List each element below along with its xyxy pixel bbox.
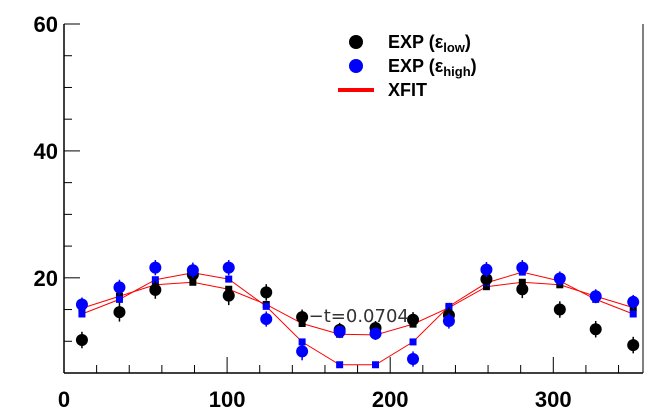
legend-subscript: high xyxy=(443,64,470,79)
data-point xyxy=(627,339,640,352)
fit-point-marker xyxy=(336,361,344,369)
data-points xyxy=(75,260,640,367)
x-tick-label: 200 xyxy=(372,387,409,412)
data-point xyxy=(75,298,88,311)
data-point xyxy=(407,313,420,326)
fit-point-marker xyxy=(445,302,453,310)
x-tick-label: 300 xyxy=(535,387,572,412)
fit-point-marker xyxy=(151,276,159,284)
data-point xyxy=(333,325,346,338)
fit-curve-line xyxy=(81,271,634,366)
x-tick-label: 100 xyxy=(209,387,246,412)
data-point xyxy=(113,306,126,319)
annotation-label: −t=0.0704 xyxy=(309,306,409,327)
data-point xyxy=(589,323,602,336)
data-point xyxy=(296,311,309,324)
data-point xyxy=(553,303,566,316)
data-point xyxy=(296,345,309,358)
legend-label: XFIT xyxy=(388,80,427,100)
fit-point-marker xyxy=(262,302,270,310)
y-tick-label: 60 xyxy=(34,12,58,37)
data-point xyxy=(553,272,566,285)
legend-label: EXP (εlow) xyxy=(388,32,471,55)
data-point xyxy=(75,334,88,347)
data-point xyxy=(260,313,273,326)
data-point xyxy=(516,261,529,274)
axis-tick-labels: 20 40 60 0 100 200 300 xyxy=(34,12,572,412)
axis-ticks xyxy=(63,23,620,374)
plot-frame-group xyxy=(63,24,644,374)
fit-point-marker xyxy=(225,275,233,283)
fit-point-marker xyxy=(372,361,380,369)
fit-point-marker xyxy=(115,295,123,303)
legend-marker xyxy=(349,59,363,73)
data-point xyxy=(442,314,455,327)
legend-subscript: low xyxy=(443,40,466,55)
legend-label: EXP (εhigh) xyxy=(388,56,477,79)
data-point xyxy=(222,289,235,302)
data-point xyxy=(407,353,420,366)
data-point xyxy=(589,290,602,303)
data-point xyxy=(627,295,640,308)
data-point xyxy=(149,283,162,296)
data-point xyxy=(149,261,162,274)
y-tick-label: 20 xyxy=(34,266,58,291)
data-point xyxy=(369,327,382,340)
legend-close-paren: ) xyxy=(471,56,477,76)
data-point xyxy=(480,273,493,286)
data-point xyxy=(480,263,493,276)
data-point xyxy=(260,286,273,299)
data-point xyxy=(222,261,235,274)
fit-point-marker xyxy=(78,310,86,318)
legend: EXP (εlow)EXP (εhigh)XFIT xyxy=(338,32,477,100)
data-point xyxy=(113,281,126,294)
y-tick-label: 40 xyxy=(34,139,58,164)
x-tick-label: 0 xyxy=(58,387,70,412)
fit-curve-line xyxy=(81,281,634,336)
data-point xyxy=(516,283,529,296)
fit-point-marker xyxy=(409,338,417,346)
fit-point-marker xyxy=(629,310,637,318)
data-point xyxy=(186,264,199,277)
legend-marker xyxy=(349,35,363,49)
legend-close-paren: ) xyxy=(465,32,471,52)
fit-point-marker xyxy=(298,338,306,346)
